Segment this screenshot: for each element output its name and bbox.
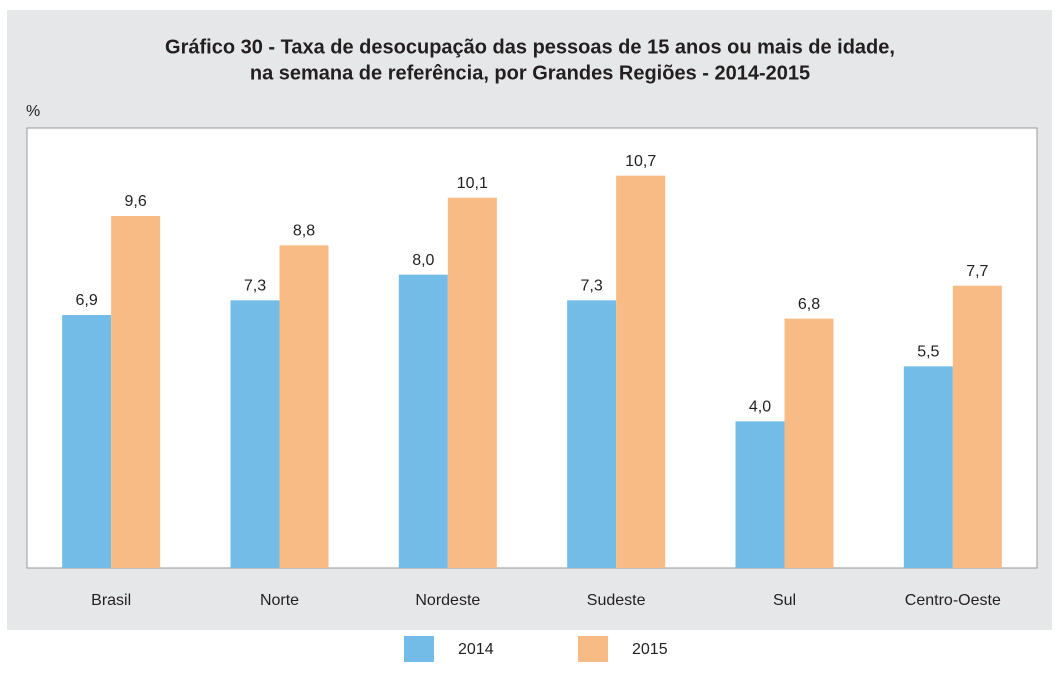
plot-area (26, 127, 1038, 569)
bar (111, 216, 161, 568)
value-label: 8,8 (293, 223, 315, 240)
value-label: 7,3 (244, 278, 266, 295)
legend-swatch (404, 636, 434, 662)
bar (567, 300, 617, 568)
bar (447, 197, 497, 568)
bar (398, 274, 448, 568)
bar (230, 300, 280, 568)
bar (952, 285, 1002, 568)
x-tick-label: Centro-Oeste (905, 592, 1001, 609)
value-label: 8,0 (412, 252, 434, 269)
x-tick-label: Sudeste (587, 592, 646, 609)
bar (62, 315, 112, 568)
value-label: 7,3 (581, 278, 603, 295)
value-label: 4,0 (749, 399, 771, 416)
bar (616, 175, 666, 568)
value-label: 5,5 (917, 344, 939, 361)
bar (903, 366, 953, 568)
value-label: 6,9 (76, 292, 98, 309)
bar (784, 318, 834, 568)
value-label: 10,1 (457, 175, 488, 192)
value-label: 10,7 (625, 153, 656, 170)
x-tick-label: Brasil (91, 592, 131, 609)
chart-title: na semana de referência, por Grandes Reg… (250, 62, 810, 84)
value-label: 9,6 (125, 193, 147, 210)
legend-label: 2014 (458, 641, 494, 658)
bar (279, 245, 329, 569)
x-tick-label: Nordeste (415, 592, 480, 609)
value-label: 7,7 (966, 263, 988, 280)
value-label: 6,8 (798, 296, 820, 313)
y-axis-label: % (26, 103, 40, 120)
x-tick-label: Norte (260, 592, 299, 609)
bar (735, 421, 785, 568)
chart-title: Gráfico 30 - Taxa de desocupação das pes… (165, 36, 895, 58)
x-tick-label: Sul (773, 592, 796, 609)
legend-swatch (578, 636, 608, 662)
legend-label: 2015 (632, 641, 668, 658)
